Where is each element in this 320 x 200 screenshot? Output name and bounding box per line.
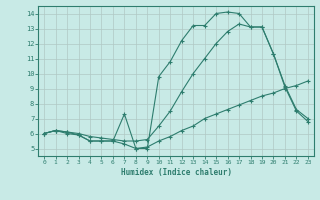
X-axis label: Humidex (Indice chaleur): Humidex (Indice chaleur)	[121, 168, 231, 177]
